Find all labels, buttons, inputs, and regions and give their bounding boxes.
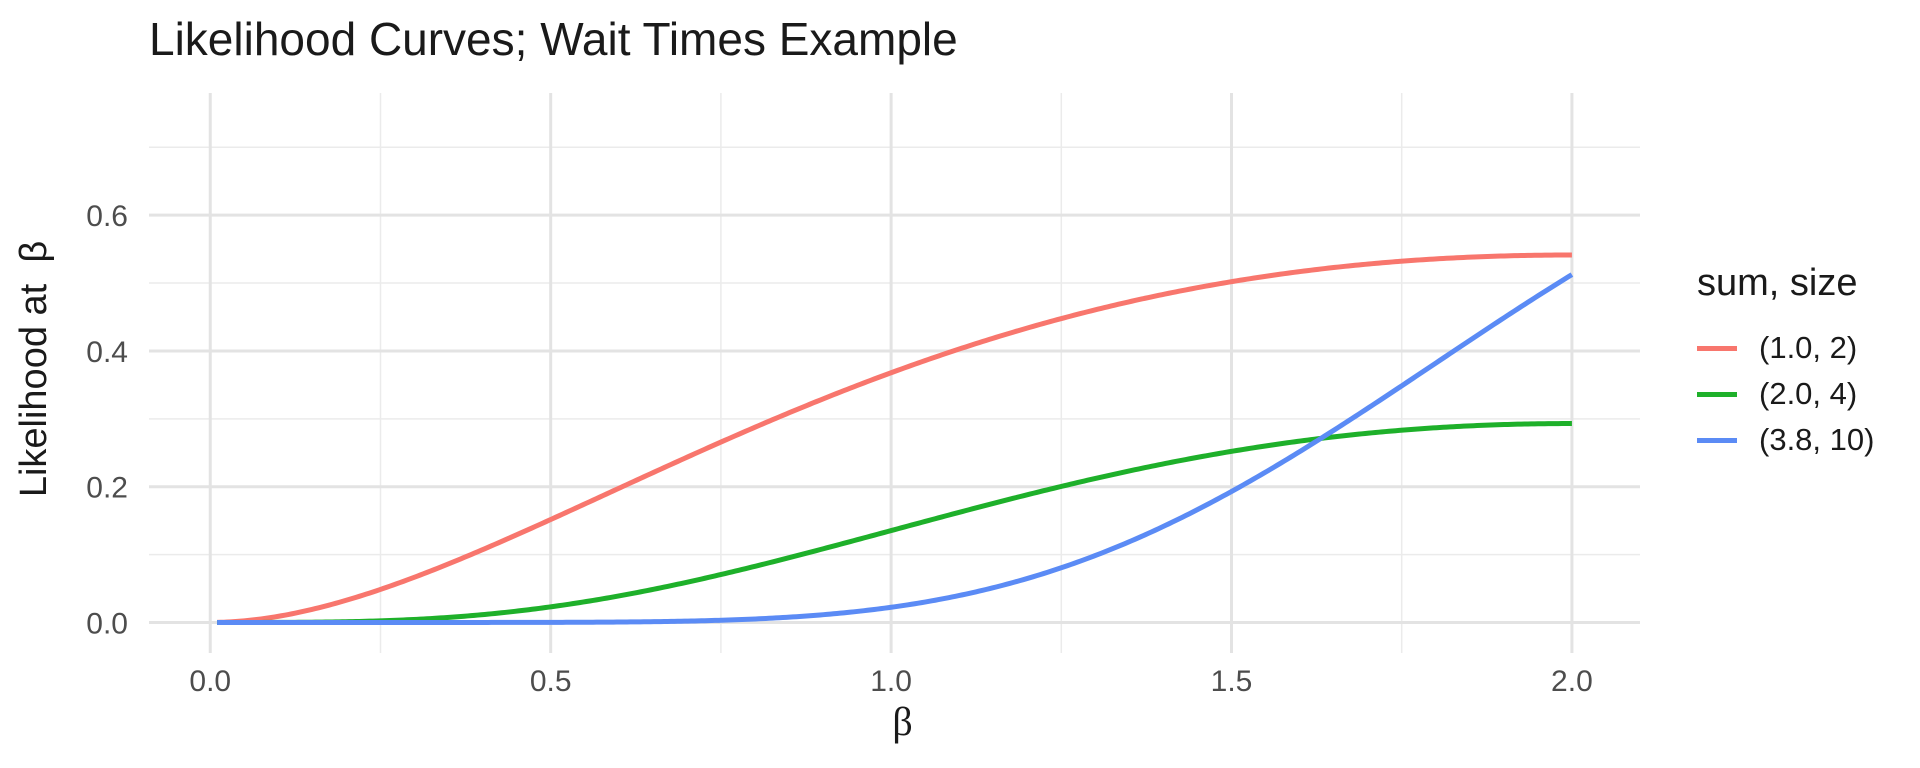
legend-key-1 (1697, 345, 1737, 351)
x-tick-label: 2.0 (1551, 665, 1593, 698)
series-line-1 (217, 252, 1572, 625)
x-tick-label: 0.5 (530, 665, 572, 698)
series-line-2 (217, 421, 1572, 625)
series-layer (217, 252, 1574, 625)
legend-item: (1.0, 2) (1697, 325, 1874, 371)
series-line-3 (217, 272, 1574, 625)
legend-key-3 (1697, 437, 1737, 443)
x-tick-label: 1.0 (870, 665, 912, 698)
y-tick-label: 0.6 (86, 200, 128, 233)
legend-item: (3.8, 10) (1697, 417, 1874, 463)
x-tick-label: 1.5 (1211, 665, 1253, 698)
legend: sum, size (1.0, 2) (2.0, 4) (3.8, 10) (1697, 262, 1874, 463)
tick-layer: 0.0 0.5 1.0 1.5 2.0 0.0 0.2 0.4 0.6 (86, 200, 1592, 698)
y-tick-label: 0.4 (86, 336, 128, 369)
legend-label-1: (1.0, 2) (1759, 330, 1858, 365)
y-tick-label: 0.2 (86, 472, 128, 505)
legend-label-2: (2.0, 4) (1759, 376, 1858, 411)
legend-item: (2.0, 4) (1697, 371, 1874, 417)
chart-title: Likelihood Curves; Wait Times Example (149, 13, 958, 65)
legend-label-3: (3.8, 10) (1759, 422, 1875, 457)
x-axis-label: β (892, 699, 912, 744)
x-tick-label: 0.0 (189, 665, 231, 698)
y-axis-label: Likelihood at β (13, 241, 55, 497)
legend-key-2 (1697, 391, 1737, 397)
y-tick-label: 0.0 (86, 607, 128, 640)
legend-title: sum, size (1697, 262, 1858, 304)
